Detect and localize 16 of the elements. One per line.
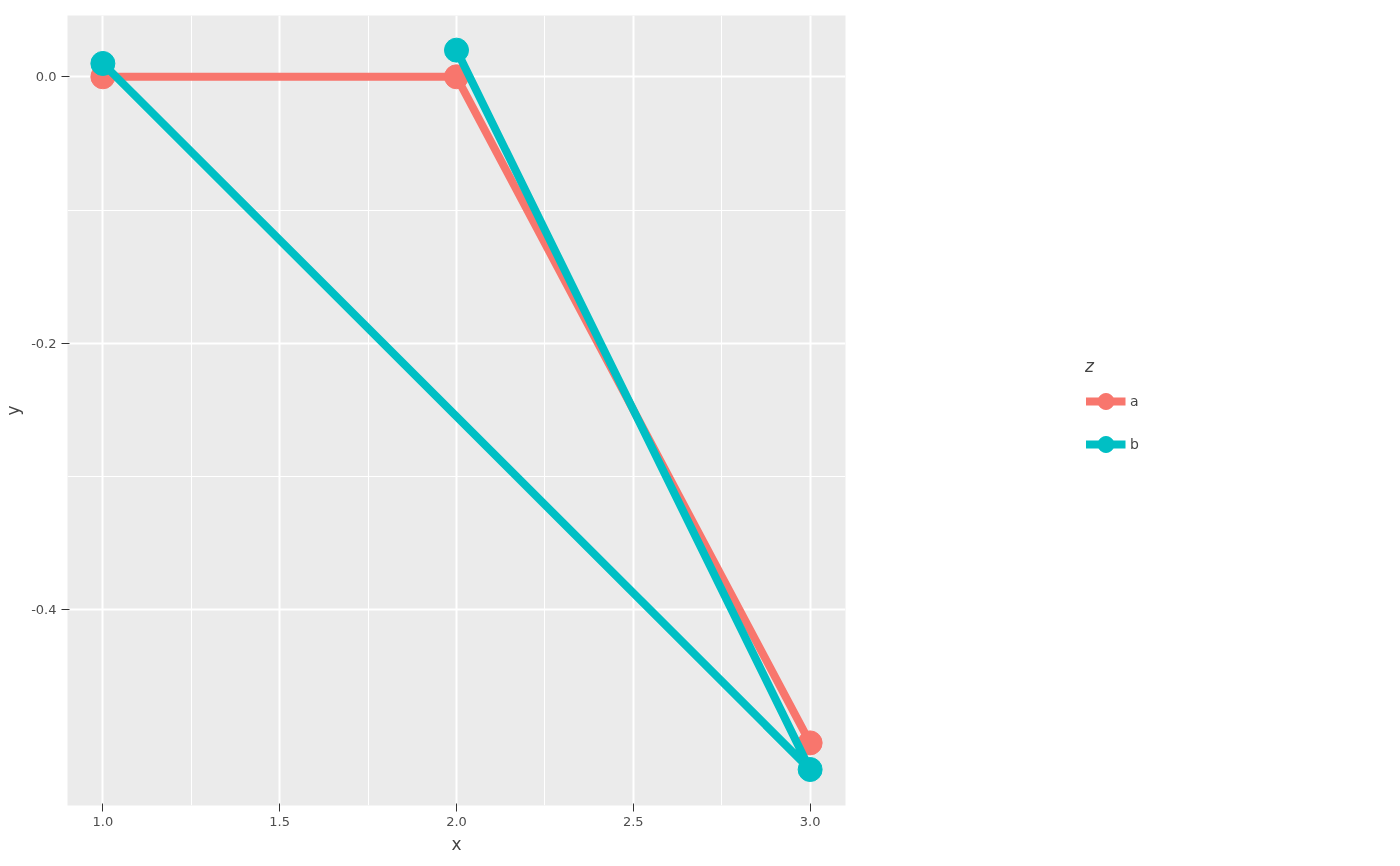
y-tick-label: 0.0 — [35, 69, 57, 85]
y-axis-title: y — [3, 405, 24, 416]
y-tick-label: -0.4 — [31, 602, 57, 618]
legend-label: b — [1130, 435, 1140, 454]
point — [797, 757, 823, 783]
x-tick-label: 2.5 — [622, 813, 644, 829]
point — [444, 37, 469, 63]
legend-label: a — [1130, 392, 1140, 411]
x-tick-label: 1.0 — [92, 813, 114, 829]
x-tick-label: 3.0 — [799, 813, 821, 829]
point — [90, 50, 116, 76]
x-axis-title: x — [451, 833, 462, 854]
legend-title: z — [1085, 356, 1095, 376]
x-tick-label: 2.0 — [446, 813, 467, 829]
y-tick-label: -0.2 — [31, 335, 57, 351]
x-tick-label: 1.5 — [269, 813, 291, 829]
